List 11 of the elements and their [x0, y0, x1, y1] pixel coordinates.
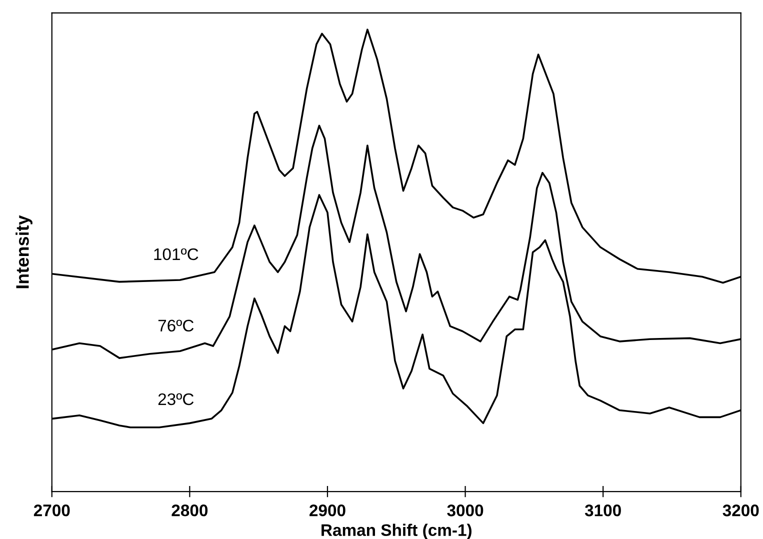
x-tick-label: 3000	[447, 504, 484, 516]
x-tick-label: 3200	[722, 504, 759, 516]
x-tick-label: 2700	[34, 504, 70, 516]
x-tick-label: 2800	[172, 504, 208, 516]
x-tick-label: 2900	[310, 504, 346, 516]
series-label: 76ºC	[158, 320, 194, 332]
y-axis-title: Intensity	[16, 215, 32, 288]
series-label: 23ºC	[158, 393, 194, 406]
x-axis-title: Raman Shift (cm-1)	[322, 524, 472, 539]
series-label: 101ºC	[154, 248, 198, 260]
x-tick-label: 3100	[584, 504, 621, 516]
